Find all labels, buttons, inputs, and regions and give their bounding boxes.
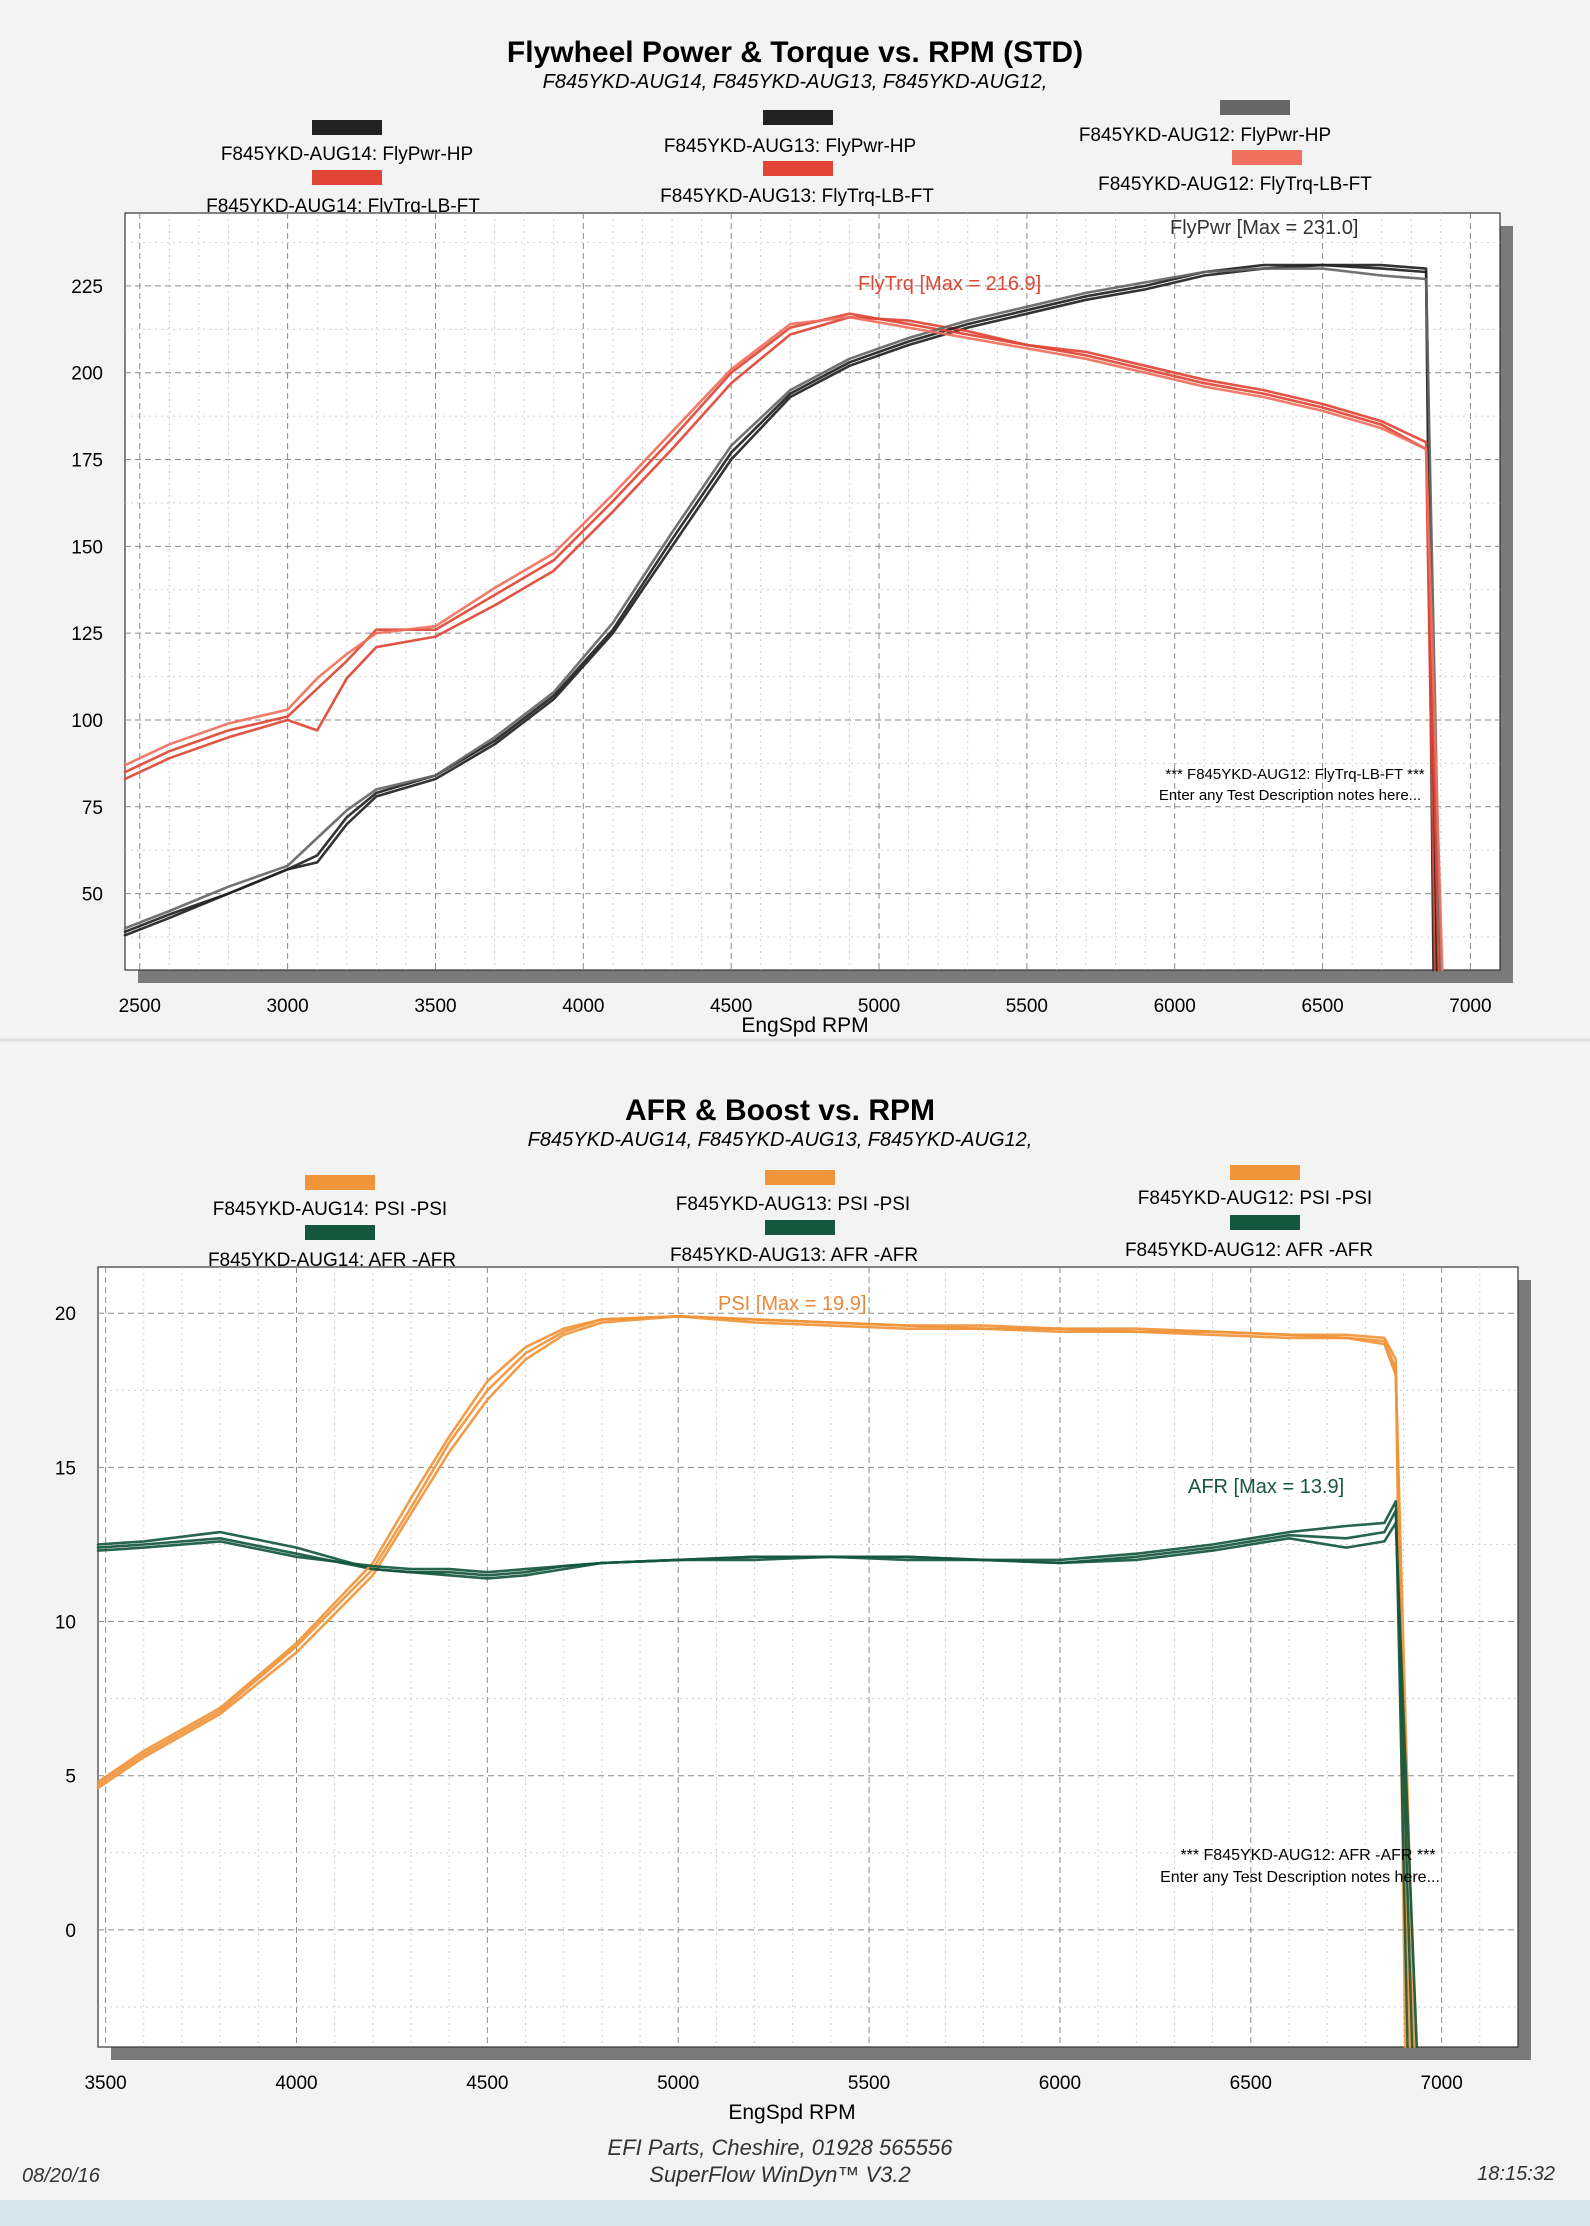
y-tick-label: 75 [82,798,103,819]
series-line [96,1521,1419,2049]
series-line [123,312,1441,972]
y-tick-label: 15 [55,1458,76,1479]
legend-label-aug12-afr: F845YKD-AUG12: AFR -AFR [1125,1240,1373,1261]
footer-software: SuperFlow WinDyn™ V3.2 [649,2162,910,2187]
x-tick-label: 6500 [1230,2073,1272,2094]
x-tick-label: 4500 [710,996,752,1017]
legend-label-aug14-psi: F845YKD-AUG14: PSI -PSI [213,1199,447,1220]
chart1-title: Flywheel Power & Torque vs. RPM (STD) [507,36,1083,69]
series-line [123,263,1439,972]
chart1-note-text: Enter any Test Description notes here... [1159,787,1421,804]
x-tick-label: 5500 [848,2073,890,2094]
x-tick-label: 6000 [1154,996,1196,1017]
x-tick-label: 3000 [266,996,308,1017]
annotation-afr-max: AFR [Max = 13.9] [1188,1476,1344,1498]
x-tick-label: 5500 [1006,996,1048,1017]
chart1-x-axis-label: EngSpd RPM [741,1014,868,1037]
chart2-legend: F845YKD-AUG14: PSI -PSI F845YKD-AUG14: A… [208,1165,1373,1271]
legend-swatch-aug14-afr [305,1225,375,1240]
legend-label-aug13-torque: F845YKD-AUG13: FlyTrq-LB-FT [660,186,934,207]
series-line [123,315,1444,972]
y-tick-label: 125 [71,624,103,645]
legend-swatch-aug13-afr [765,1220,835,1235]
y-tick-label: 200 [71,364,103,385]
scanner-strip [0,2200,1590,2226]
x-tick-label: 4000 [562,996,604,1017]
chart1-plot-area [124,212,1501,971]
x-tick-label: 5000 [657,2073,699,2094]
legend-label-aug12-psi: F845YKD-AUG12: PSI -PSI [1138,1188,1372,1209]
x-tick-label: 4000 [275,2073,317,2094]
afr-boost-chart: AFR & Boost vs. RPM F845YKD-AUG14, F845Y… [55,1094,1531,2124]
chart2-x-axis-label: EngSpd RPM [728,2101,855,2124]
chart1-legend: F845YKD-AUG14: FlyPwr-HP F845YKD-AUG14: … [206,100,1372,217]
x-tick-label: 7000 [1449,996,1491,1017]
y-tick-label: 10 [55,1613,76,1634]
annotation-psi-max: PSI [Max = 19.9] [718,1293,866,1315]
x-tick-label: 2500 [119,996,161,1017]
chart2-series [96,1315,1419,2049]
legend-swatch-aug14-psi [305,1175,375,1190]
x-tick-label: 7000 [1421,2073,1463,2094]
x-tick-label: 3500 [84,2073,126,2094]
chart1-series [123,263,1444,972]
legend-swatch-aug13-torque [763,161,833,176]
chart2-tick-labels: 3500 4000 4500 5000 5500 6000 6500 7000 0 5 10 15 20 [55,1304,1463,2094]
y-tick-label: 150 [71,537,103,558]
y-tick-label: 225 [71,277,103,298]
y-tick-label: 20 [55,1304,76,1325]
y-tick-label: 50 [82,885,103,906]
x-tick-label: 6500 [1301,996,1343,1017]
legend-label-aug14-afr: F845YKD-AUG14: AFR -AFR [208,1250,456,1271]
x-tick-label: 5000 [858,996,900,1017]
legend-swatch-aug12-torque [1232,150,1302,165]
chart2-subtitle: F845YKD-AUG14, F845YKD-AUG13, F845YKD-AU… [528,1129,1033,1151]
chart1-subtitle: F845YKD-AUG14, F845YKD-AUG13, F845YKD-AU… [543,71,1048,93]
chart2-note-title: *** F845YKD-AUG12: AFR -AFR *** [1180,1847,1435,1864]
legend-label-aug12-power: F845YKD-AUG12: FlyPwr-HP [1079,125,1331,146]
series-line [96,1315,1416,2049]
x-tick-label: 6000 [1039,2073,1081,2094]
legend-swatch-aug12-power [1220,100,1290,115]
footer-date: 08/20/16 [22,2165,101,2187]
chart1-tick-labels: 2500 3000 3500 4000 4500 5000 5500 6000 6500 7000… [71,277,1491,1017]
footer-time: 18:15:32 [1477,2163,1555,2185]
power-torque-chart: Flywheel Power & Torque vs. RPM (STD) F8… [71,36,1513,1037]
legend-label-aug14-torque: F845YKD-AUG14: FlyTrq-LB-FT [206,196,480,217]
legend-swatch-aug12-afr [1230,1215,1300,1230]
series-line [123,267,1442,972]
annotation-flypwr-max: FlyPwr [Max = 231.0] [1170,217,1358,239]
legend-swatch-aug14-torque [312,170,382,185]
x-tick-label: 3500 [414,996,456,1017]
legend-label-aug13-psi: F845YKD-AUG13: PSI -PSI [676,1194,910,1215]
legend-swatch-aug14-power [312,120,382,135]
legend-label-aug13-power: F845YKD-AUG13: FlyPwr-HP [664,136,916,157]
chart2-grid [98,1267,1518,2047]
legend-label-aug12-torque: F845YKD-AUG12: FlyTrq-LB-FT [1098,174,1372,195]
annotation-flytrq-max: FlyTrq [Max = 216.9] [858,273,1041,295]
series-line [96,1509,1414,2049]
chart2-title: AFR & Boost vs. RPM [625,1094,935,1127]
legend-swatch-aug12-psi [1230,1165,1300,1180]
x-tick-label: 4500 [466,2073,508,2094]
sheet-footer: EFI Parts, Cheshire, 01928 565556 SuperF… [22,2135,1555,2187]
chart1-note-title: *** F845YKD-AUG12: FlyTrq-LB-FT *** [1165,766,1424,783]
series-line [123,315,1437,972]
legend-label-aug14-power: F845YKD-AUG14: FlyPwr-HP [221,144,473,165]
y-tick-label: 175 [71,451,103,472]
y-tick-label: 100 [71,711,103,732]
y-tick-label: 5 [65,1767,76,1788]
legend-swatch-aug13-psi [765,1170,835,1185]
y-tick-label: 0 [65,1921,76,1942]
footer-shop: EFI Parts, Cheshire, 01928 565556 [608,2135,954,2160]
legend-swatch-aug13-power [763,110,833,125]
series-line [96,1315,1412,2049]
legend-label-aug13-afr: F845YKD-AUG13: AFR -AFR [670,1245,918,1266]
chart2-note-text: Enter any Test Description notes here... [1160,1869,1440,1886]
